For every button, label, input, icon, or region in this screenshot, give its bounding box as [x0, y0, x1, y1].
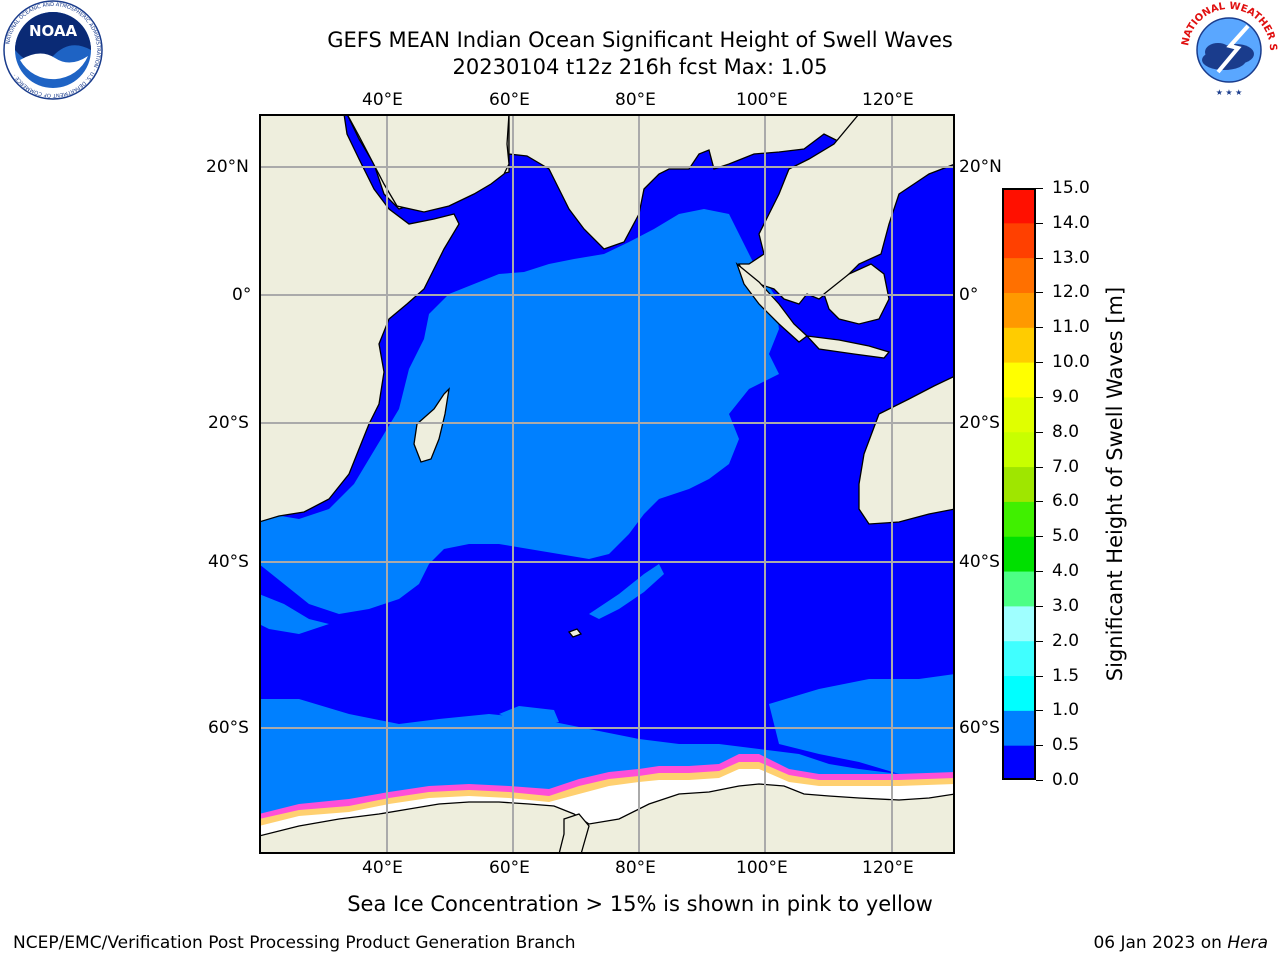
colorbar-tick-label: 2.0	[1052, 630, 1080, 651]
colorbar-tick-label: 10.0	[1052, 352, 1090, 373]
map-svg	[259, 114, 955, 854]
ocean-mid-swell	[259, 209, 779, 614]
x-tick-top-80e: 80°E	[615, 90, 656, 110]
colorbar-tick-mark	[1036, 780, 1043, 781]
y-tick-right-0: 0°	[959, 285, 979, 305]
colorbar-tick-mark	[1036, 327, 1043, 329]
graticule	[259, 114, 955, 854]
colorbar-tick-mark	[1036, 292, 1043, 294]
y-tick-right-60s: 60°S	[959, 718, 1000, 738]
colorbar-tick-label: 1.0	[1052, 700, 1080, 721]
colorbar-swatch-3	[1002, 640, 1036, 677]
colorbar-swatches	[1002, 188, 1036, 781]
x-tick-bottom-40e: 40°E	[362, 858, 403, 878]
colorbar-swatch-0	[1002, 745, 1036, 781]
colorbar-swatch-2	[1002, 675, 1036, 711]
colorbar-tick-mark	[1036, 466, 1043, 468]
map-title: GEFS MEAN Indian Ocean Significant Heigh…	[327, 28, 953, 52]
footer-date: 06 Jan 2023 on Hera	[1093, 932, 1268, 954]
nws-logo-stars: ★ ★ ★	[1216, 88, 1243, 97]
x-tick-bottom-120e: 120°E	[862, 858, 914, 878]
x-tick-bottom-80e: 80°E	[615, 858, 656, 878]
colorbar-swatch-1	[1002, 710, 1036, 746]
colorbar-swatch-14	[1002, 257, 1036, 293]
colorbar-tick-mark	[1036, 571, 1043, 573]
colorbar-tick-mark	[1036, 745, 1043, 747]
colorbar-tick-label: 12.0	[1052, 282, 1090, 303]
colorbar-swatch-10	[1002, 396, 1036, 433]
colorbar-tick-mark	[1036, 257, 1043, 259]
y-tick-left-20n: 20°N	[206, 157, 249, 177]
x-tick-bottom-60e: 60°E	[489, 858, 530, 878]
noaa-logo-text: NOAA	[29, 22, 78, 40]
footer-system-name: Hera	[1227, 933, 1268, 953]
colorbar-swatch-12	[1002, 327, 1036, 363]
y-tick-left-0: 0°	[232, 285, 252, 305]
noaa-logo: NOAA NATIONAL OCEANIC AND ATMOSPHERIC AD…	[0, 0, 106, 100]
colorbar-tick-mark	[1036, 431, 1043, 433]
colorbar-tick-mark	[1036, 501, 1043, 503]
colorbar-swatch-13	[1002, 292, 1036, 328]
colorbar-tick-labels: 0.0 0.5 1.0 1.5 2.0 3.0 4.0 5.0 6.0 7.0 8.0 9.0 10.0…	[1036, 0, 1112, 960]
map-frame	[259, 114, 955, 854]
y-tick-right-20n: 20°N	[959, 157, 1002, 177]
colorbar-tick-label: 7.0	[1052, 456, 1080, 477]
map-subtitle: 20230104 t12z 216h fcst Max: 1.05	[452, 55, 828, 79]
colorbar-tick-label: 8.0	[1052, 421, 1080, 442]
colorbar-swatch-11	[1002, 362, 1036, 398]
colorbar-tick-mark	[1036, 396, 1043, 398]
nws-logo: NATIONAL WEATHER SERVICE ★ ★ ★	[1174, 0, 1280, 100]
y-tick-right-40s: 40°S	[959, 552, 1000, 572]
colorbar-tick-label: 4.0	[1052, 561, 1080, 582]
colorbar-tick-mark	[1036, 188, 1043, 189]
colorbar-tick-label: 3.0	[1052, 595, 1080, 616]
x-tick-top-100e: 100°E	[736, 90, 788, 110]
colorbar-tick-mark	[1036, 640, 1043, 642]
colorbar-tick-mark	[1036, 362, 1043, 364]
x-tick-top-120e: 120°E	[862, 90, 914, 110]
colorbar-swatch-15	[1002, 222, 1036, 259]
colorbar-title: Significant Height of Swell Waves [m]	[1103, 286, 1127, 682]
colorbar-swatch-4	[1002, 605, 1036, 642]
colorbar-tick-label: 1.5	[1052, 665, 1080, 686]
colorbar-swatch-16	[1002, 188, 1036, 224]
colorbar-tick-mark	[1036, 222, 1043, 224]
land	[259, 114, 955, 854]
footer-credit: NCEP/EMC/Verification Post Processing Pr…	[13, 933, 576, 953]
colorbar-tick-label: 0.5	[1052, 735, 1080, 756]
x-tick-bottom-100e: 100°E	[736, 858, 788, 878]
sea-ice-caption: Sea Ice Concentration > 15% is shown in …	[347, 892, 933, 916]
y-tick-left-60s: 60°S	[208, 718, 249, 738]
y-tick-right-20s: 20°S	[959, 413, 1000, 433]
colorbar-tick-label: 14.0	[1052, 212, 1090, 233]
colorbar-swatch-8	[1002, 466, 1036, 502]
colorbar-tick-label: 0.0	[1052, 770, 1080, 790]
y-tick-left-20s: 20°S	[208, 413, 249, 433]
colorbar-tick-label: 5.0	[1052, 526, 1080, 547]
x-tick-top-40e: 40°E	[362, 90, 403, 110]
colorbar-tick-label: 13.0	[1052, 247, 1090, 268]
colorbar-tick-label: 15.0	[1052, 178, 1090, 198]
colorbar-swatch-7	[1002, 501, 1036, 537]
colorbar-tick-mark	[1036, 605, 1043, 607]
y-tick-left-40s: 40°S	[208, 552, 249, 572]
colorbar-swatch-6	[1002, 536, 1036, 572]
colorbar-swatch-9	[1002, 431, 1036, 468]
colorbar-tick-mark	[1036, 675, 1043, 677]
colorbar-tick-mark	[1036, 710, 1043, 712]
colorbar-tick-mark	[1036, 536, 1043, 538]
colorbar-tick-label: 9.0	[1052, 386, 1080, 407]
x-tick-top-60e: 60°E	[489, 90, 530, 110]
map-panel	[259, 114, 955, 854]
colorbar-swatch-5	[1002, 571, 1036, 607]
colorbar-tick-label: 6.0	[1052, 491, 1080, 512]
footer-date-text: 06 Jan 2023 on	[1093, 933, 1228, 953]
colorbar	[1002, 188, 1036, 781]
colorbar-tick-label: 11.0	[1052, 317, 1090, 338]
